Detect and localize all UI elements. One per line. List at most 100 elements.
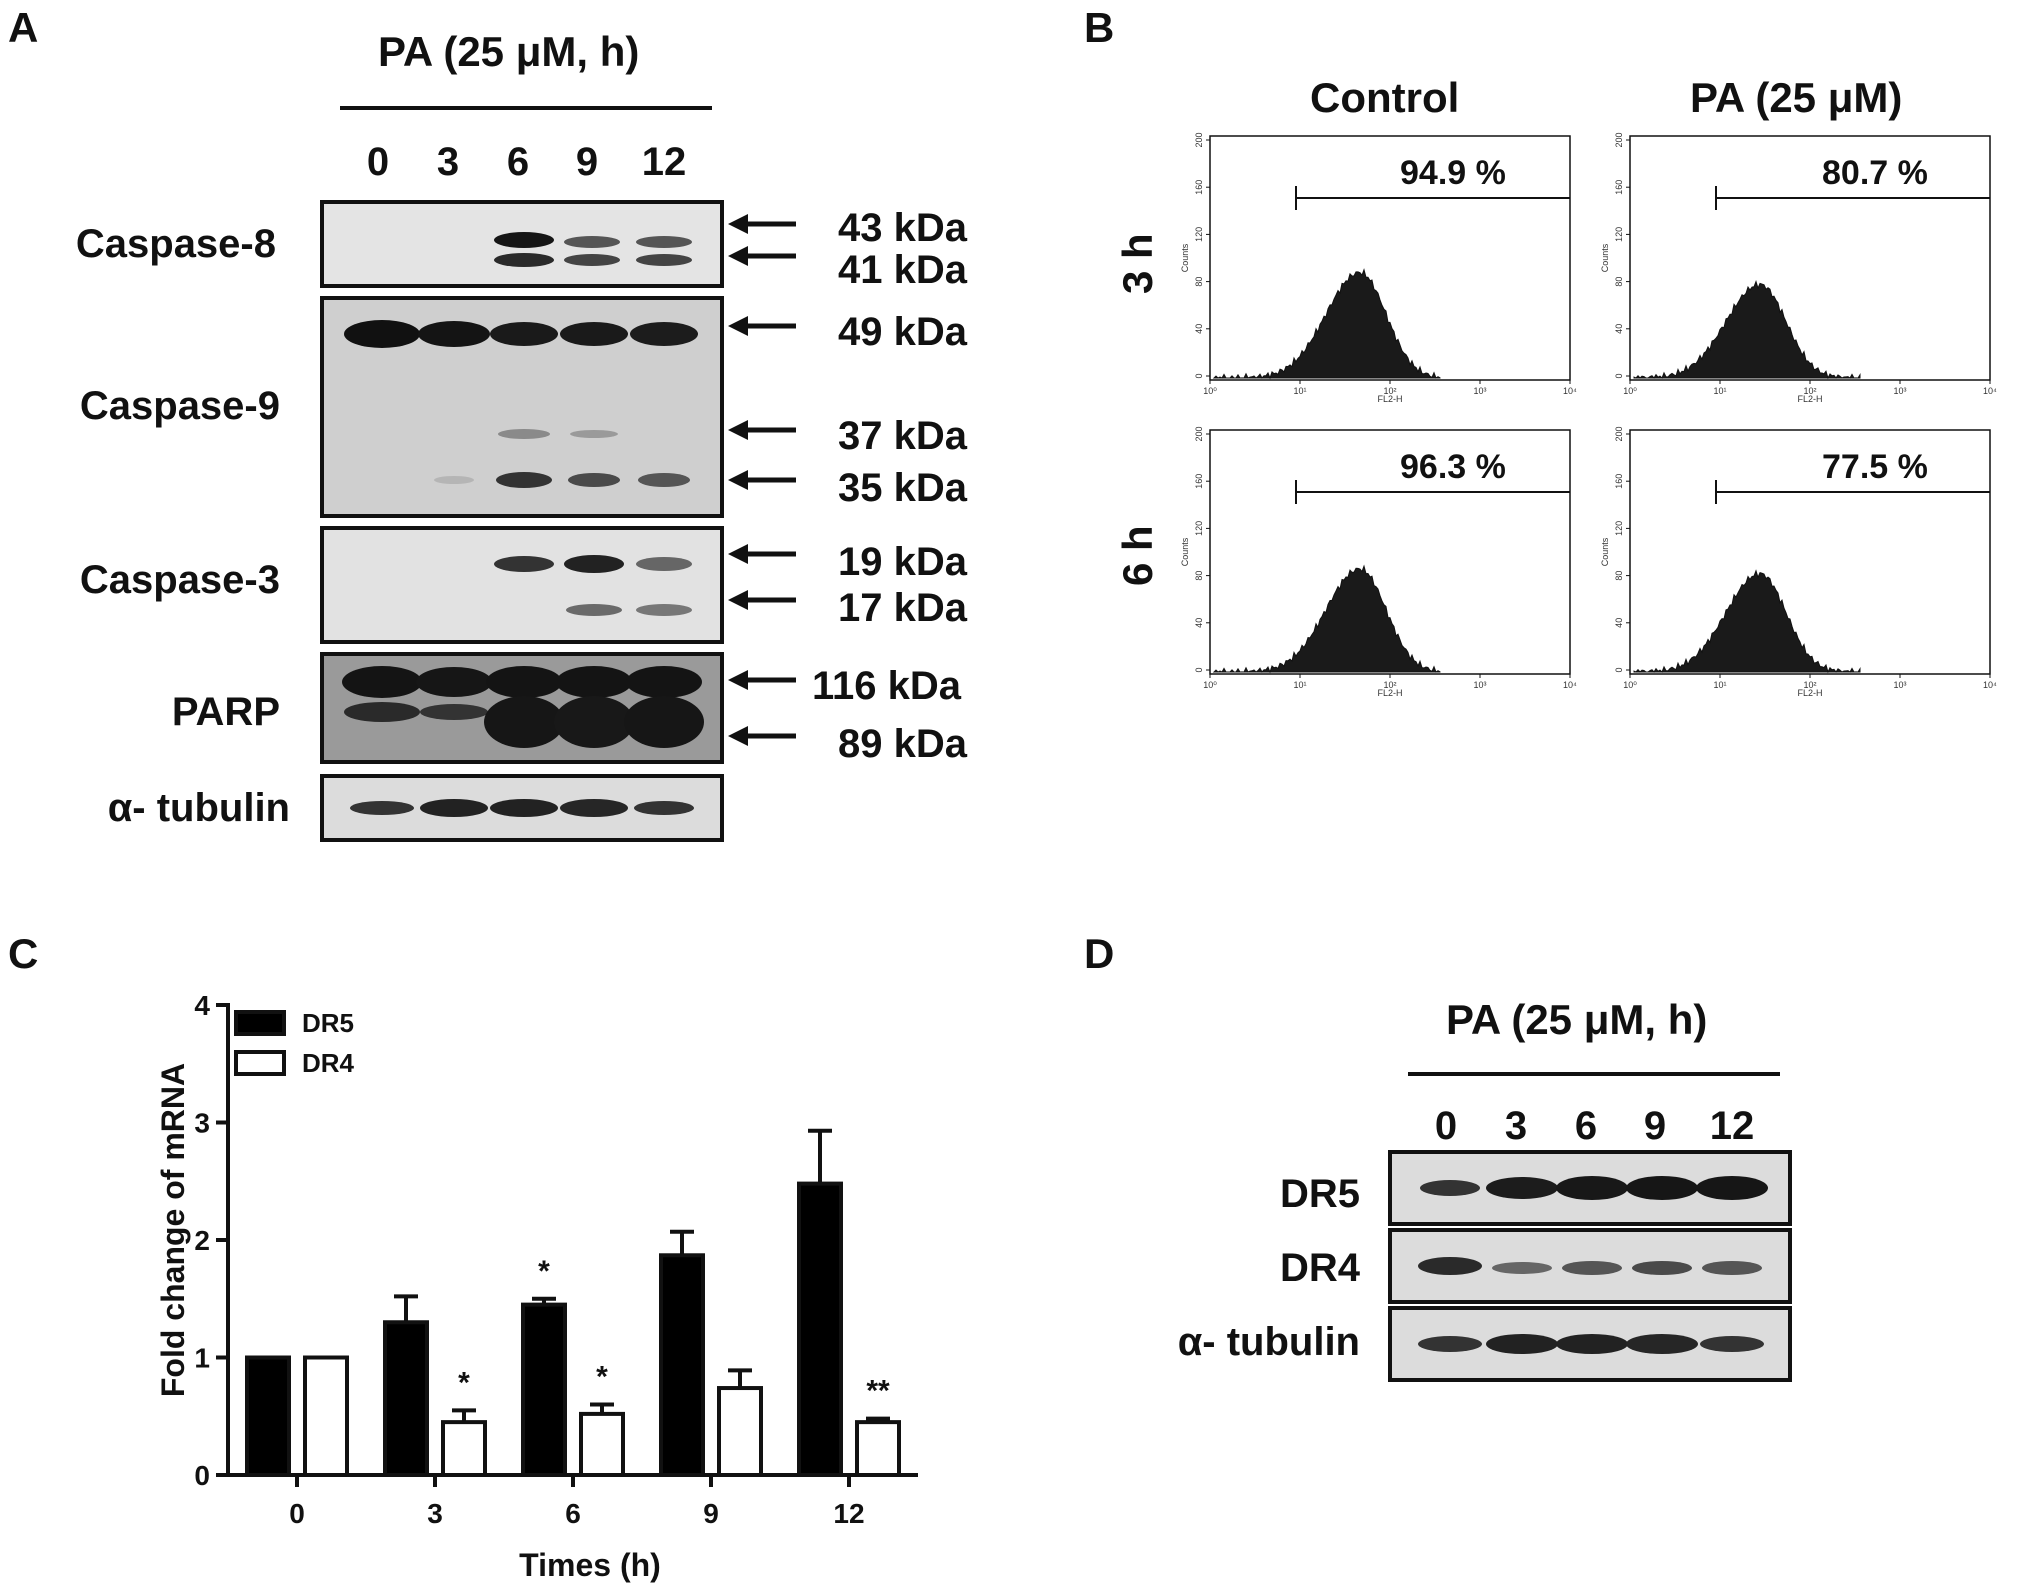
caspase-8-size-43: 43 kDa — [838, 206, 967, 250]
chart-significance-marker: * — [538, 1255, 550, 1288]
flow-x-tick-label: 10⁴ — [1983, 386, 1997, 396]
panel-a-tubulin-blot — [320, 774, 724, 842]
flow-x-tick-label: 10³ — [1473, 680, 1486, 690]
panel-b-row-3h: 3 h — [1114, 233, 1161, 294]
panel-d-dr4-label: DR4 — [1279, 1246, 1360, 1290]
flow-y-tick-label: 160 — [1194, 180, 1204, 195]
panel-d-lane-12: 12 — [1709, 1104, 1755, 1148]
caspase-9-label: Caspase-9 — [79, 384, 280, 428]
flow-x-tick-label: 10⁰ — [1203, 680, 1217, 690]
flow-pct-pa-6h: 77.5 % — [1822, 448, 1928, 486]
chart-y-tick-label: 1 — [194, 1343, 210, 1374]
flow-x-tick-label: 10⁰ — [1623, 386, 1637, 396]
flow-x-axis-label: FL2-H — [1377, 688, 1402, 698]
flow-x-tick-label: 10¹ — [1713, 386, 1726, 396]
panel-d-treatment-header: PA (25 μM, h) — [1446, 996, 1708, 1043]
flow-y-tick-label: 160 — [1614, 474, 1624, 489]
panel-a-lane-9: 9 — [575, 140, 599, 184]
caspase-3-size-19: 19 kDa — [838, 540, 967, 584]
parp-bands — [342, 666, 704, 748]
caspase-9-size-35: 35 kDa — [838, 466, 967, 510]
caspase-8-arrows — [728, 214, 796, 266]
chart-x-tick-label: 6 — [565, 1498, 581, 1529]
chart-x-tick-label: 12 — [833, 1498, 864, 1529]
panel-b-col-pa: PA (25 μM) — [1690, 74, 1903, 121]
panel-d-tubulin-bands — [1418, 1334, 1764, 1354]
flow-plot-0: 0 40 80 120 160 200 Counts 10⁰ 10¹ 10² 10³ 10⁴ FL2-H — [1180, 132, 1577, 404]
dr4-bands — [1418, 1257, 1762, 1275]
chart-bar-dr4 — [855, 1420, 901, 1477]
caspase-8-size-41: 41 kDa — [838, 248, 967, 292]
flow-y-tick-label: 0 — [1614, 667, 1624, 672]
chart-x-tick-label: 9 — [703, 1498, 719, 1529]
flow-histogram — [1212, 564, 1441, 674]
chart-bar-dr4 — [303, 1355, 349, 1477]
flow-y-axis-label: Counts — [1600, 243, 1610, 272]
panel-a-tubulin-bands — [350, 799, 694, 817]
flow-x-tick-label: 10³ — [1893, 680, 1906, 690]
flow-plot-3: 0 40 80 120 160 200 Counts 10⁰ 10¹ 10² 10³ 10⁴ FL2-H — [1600, 426, 1997, 698]
chart-bar-dr4 — [717, 1386, 763, 1477]
flow-histogram — [1633, 569, 1861, 674]
panel-d-lane-6: 6 — [1574, 1104, 1598, 1148]
dr4-blot — [1388, 1228, 1792, 1304]
flow-x-tick-label: 10⁰ — [1623, 680, 1637, 690]
panel-d-tubulin-blot — [1388, 1306, 1792, 1382]
caspase-9-bands — [344, 320, 698, 488]
chart-y-tick-label: 0 — [194, 1460, 210, 1491]
flow-x-tick-label: 10³ — [1893, 386, 1906, 396]
flow-x-axis-label: FL2-H — [1797, 394, 1822, 404]
caspase-8-label: Caspase-8 — [75, 222, 276, 266]
flow-x-tick-label: 10² — [1383, 386, 1396, 396]
caspase-3-arrows — [728, 544, 796, 610]
panel-d-letter: D — [1084, 930, 1115, 977]
parp-size-116: 116 kDa — [812, 664, 962, 708]
chart-x-tick-label: 3 — [427, 1498, 443, 1529]
flow-histogram — [1212, 268, 1441, 380]
dr5-blot — [1388, 1150, 1792, 1226]
flow-x-tick-label: 10³ — [1473, 386, 1486, 396]
chart-significance-marker: * — [458, 1366, 470, 1399]
flow-x-tick-label: 10¹ — [1713, 680, 1726, 690]
parp-label: PARP — [171, 690, 280, 734]
chart-significance-marker: ** — [866, 1375, 890, 1408]
flow-plot-2: 0 40 80 120 160 200 Counts 10⁰ 10¹ 10² 10³ 10⁴ FL2-H — [1180, 426, 1577, 698]
panel-a-lane-3: 3 — [436, 140, 460, 184]
caspase-3-blot — [320, 526, 724, 644]
flow-y-tick-label: 200 — [1614, 426, 1624, 441]
flow-y-tick-label: 160 — [1614, 180, 1624, 195]
caspase-8-blot — [320, 200, 724, 288]
caspase-3-label: Caspase-3 — [79, 558, 280, 602]
legend-label-dr4: DR4 — [302, 1048, 355, 1078]
flow-x-tick-label: 10⁴ — [1563, 386, 1577, 396]
flow-plot-frame — [1629, 429, 1991, 675]
chart-x-tick-label: 0 — [289, 1498, 305, 1529]
flow-y-tick-label: 200 — [1194, 426, 1204, 441]
flow-y-tick-label: 40 — [1194, 324, 1204, 334]
panel-a-tubulin-label: α- tubulin — [107, 786, 290, 830]
flow-x-axis-label: FL2-H — [1797, 688, 1822, 698]
caspase-3-bands — [494, 555, 692, 616]
panel-d-lane-9: 9 — [1643, 1104, 1667, 1148]
flow-x-tick-label: 10¹ — [1293, 680, 1306, 690]
parp-size-89: 89 kDa — [838, 722, 967, 766]
flow-pct-control-3h: 94.9 % — [1400, 154, 1506, 192]
caspase-9-size-37: 37 kDa — [838, 414, 967, 458]
flow-x-tick-label: 10² — [1803, 680, 1816, 690]
flow-x-axis-label: FL2-H — [1377, 394, 1402, 404]
flow-y-tick-label: 200 — [1194, 132, 1204, 147]
caspase-9-blot — [320, 296, 724, 518]
flow-y-tick-label: 120 — [1614, 521, 1624, 536]
flow-y-axis-label: Counts — [1600, 537, 1610, 566]
legend-label-dr5: DR5 — [302, 1008, 354, 1038]
panel-d-header-line — [1408, 1072, 1780, 1076]
dr5-bands — [1420, 1176, 1768, 1200]
chart-bar-dr4 — [441, 1420, 487, 1477]
flow-y-tick-label: 200 — [1614, 132, 1624, 147]
flow-y-tick-label: 80 — [1614, 571, 1624, 581]
flow-y-tick-label: 40 — [1614, 324, 1624, 334]
flow-x-tick-label: 10⁴ — [1563, 680, 1577, 690]
flow-y-tick-label: 120 — [1194, 521, 1204, 536]
panel-b-letter: B — [1084, 4, 1115, 51]
chart-bar-dr5 — [521, 1302, 567, 1477]
